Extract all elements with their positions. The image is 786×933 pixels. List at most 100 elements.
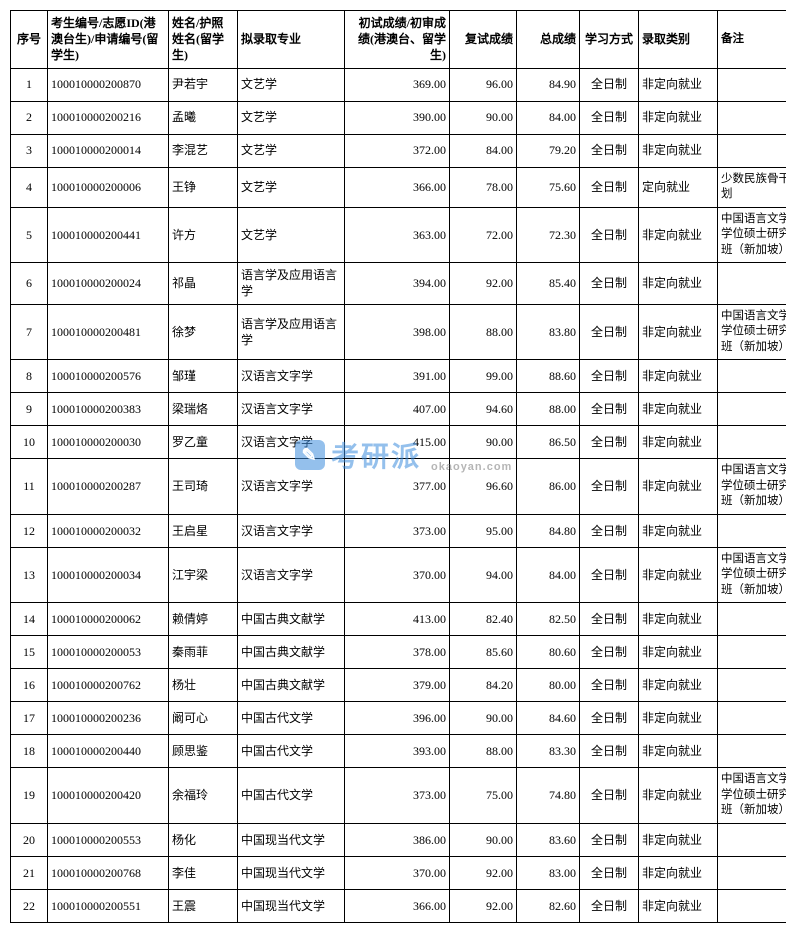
- table-cell: 非定向就业: [639, 134, 718, 167]
- table-cell: 100010000200287: [48, 459, 169, 515]
- table-cell: 中国语言文学双学位硕士研究生班（新加坡）: [718, 304, 786, 360]
- table-cell: 非定向就业: [639, 735, 718, 768]
- table-cell: 391.00: [345, 360, 450, 393]
- table-cell: [718, 889, 786, 922]
- table-cell: 全日制: [580, 207, 639, 263]
- table-cell: 汉语言文字学: [238, 547, 345, 603]
- table-cell: 非定向就业: [639, 514, 718, 547]
- table-cell: 88.00: [517, 393, 580, 426]
- table-row: 11100010000200287王司琦汉语言文字学377.0096.6086.…: [11, 459, 786, 515]
- table-cell: 非定向就业: [639, 426, 718, 459]
- table-body: 1100010000200870尹若宇文艺学369.0096.0084.90全日…: [11, 68, 786, 922]
- table-row: 4100010000200006王铮文艺学366.0078.0075.60全日制…: [11, 167, 786, 207]
- table-row: 12100010000200032王启星汉语言文字学373.0095.0084.…: [11, 514, 786, 547]
- table-cell: 366.00: [345, 889, 450, 922]
- table-cell: 中国古典文献学: [238, 669, 345, 702]
- table-cell: 100010000200553: [48, 823, 169, 856]
- table-cell: 19: [11, 768, 48, 824]
- table-cell: 94.00: [450, 547, 517, 603]
- table-cell: 99.00: [450, 360, 517, 393]
- table-cell: 100010000200481: [48, 304, 169, 360]
- table-cell: 72.30: [517, 207, 580, 263]
- table-cell: 90.00: [450, 702, 517, 735]
- table-cell: 100010000200870: [48, 68, 169, 101]
- table-cell: 84.20: [450, 669, 517, 702]
- col-header: 初试成绩/初审成绩(港澳台、留学生): [345, 11, 450, 69]
- table-cell: 全日制: [580, 702, 639, 735]
- table-cell: 5: [11, 207, 48, 263]
- table-cell: 82.60: [517, 889, 580, 922]
- table-row: 17100010000200236阚可心中国古代文学396.0090.0084.…: [11, 702, 786, 735]
- table-cell: 王震: [169, 889, 238, 922]
- table-cell: 369.00: [345, 68, 450, 101]
- table-cell: 378.00: [345, 636, 450, 669]
- table-cell: 85.40: [517, 263, 580, 304]
- col-header: 学习方式: [580, 11, 639, 69]
- table-cell: 非定向就业: [639, 68, 718, 101]
- table-cell: 孟曦: [169, 101, 238, 134]
- table-cell: 100010000200551: [48, 889, 169, 922]
- table-cell: 中国古典文献学: [238, 603, 345, 636]
- table-cell: 全日制: [580, 547, 639, 603]
- table-row: 1100010000200870尹若宇文艺学369.0096.0084.90全日…: [11, 68, 786, 101]
- table-cell: 366.00: [345, 167, 450, 207]
- table-cell: 100010000200034: [48, 547, 169, 603]
- table-cell: 82.40: [450, 603, 517, 636]
- table-cell: 王铮: [169, 167, 238, 207]
- table-cell: 80.00: [517, 669, 580, 702]
- table-cell: 余福玲: [169, 768, 238, 824]
- table-cell: 84.90: [517, 68, 580, 101]
- table-cell: 78.00: [450, 167, 517, 207]
- table-cell: [718, 263, 786, 304]
- table-cell: 中国古代文学: [238, 768, 345, 824]
- table-row: 3100010000200014李混艺文艺学372.0084.0079.20全日…: [11, 134, 786, 167]
- table-cell: 22: [11, 889, 48, 922]
- table-cell: 全日制: [580, 68, 639, 101]
- table-cell: 尹若宇: [169, 68, 238, 101]
- table-cell: 中国古代文学: [238, 702, 345, 735]
- table-cell: 21: [11, 856, 48, 889]
- table-cell: 非定向就业: [639, 547, 718, 603]
- table-cell: 王启星: [169, 514, 238, 547]
- table-cell: [718, 856, 786, 889]
- table-cell: 中国古代文学: [238, 735, 345, 768]
- table-cell: 1: [11, 68, 48, 101]
- table-header-row: 序号考生编号/志愿ID(港澳台生)/申请编号(留学生)姓名/护照姓名(留学生)拟…: [11, 11, 786, 69]
- table-cell: 83.00: [517, 856, 580, 889]
- table-cell: 82.50: [517, 603, 580, 636]
- table-cell: 100010000200441: [48, 207, 169, 263]
- table-cell: 372.00: [345, 134, 450, 167]
- table-row: 6100010000200024祁晶语言学及应用语言学394.0092.0085…: [11, 263, 786, 304]
- table-cell: 中国语言文学双学位硕士研究生班（新加坡）: [718, 768, 786, 824]
- table-cell: 汉语言文字学: [238, 393, 345, 426]
- table-cell: 363.00: [345, 207, 450, 263]
- table-cell: 83.60: [517, 823, 580, 856]
- table-cell: 全日制: [580, 134, 639, 167]
- table-cell: 20: [11, 823, 48, 856]
- table-cell: 393.00: [345, 735, 450, 768]
- table-cell: 95.00: [450, 514, 517, 547]
- table-cell: 386.00: [345, 823, 450, 856]
- table-cell: 370.00: [345, 856, 450, 889]
- table-cell: [718, 603, 786, 636]
- table-cell: 中国现当代文学: [238, 856, 345, 889]
- table-cell: 4: [11, 167, 48, 207]
- table-cell: 非定向就业: [639, 889, 718, 922]
- table-cell: 100010000200062: [48, 603, 169, 636]
- table-cell: 非定向就业: [639, 459, 718, 515]
- table-cell: [718, 68, 786, 101]
- table-cell: 全日制: [580, 889, 639, 922]
- table-cell: 379.00: [345, 669, 450, 702]
- table-cell: 邹瑾: [169, 360, 238, 393]
- table-row: 8100010000200576邹瑾汉语言文字学391.0099.0088.60…: [11, 360, 786, 393]
- table-cell: 李佳: [169, 856, 238, 889]
- table-cell: 全日制: [580, 669, 639, 702]
- table-cell: 汉语言文字学: [238, 514, 345, 547]
- table-cell: 徐梦: [169, 304, 238, 360]
- table-cell: 84.80: [517, 514, 580, 547]
- table-cell: 全日制: [580, 459, 639, 515]
- table-cell: 江宇梁: [169, 547, 238, 603]
- table-cell: 非定向就业: [639, 636, 718, 669]
- table-cell: 15: [11, 636, 48, 669]
- table-cell: 8: [11, 360, 48, 393]
